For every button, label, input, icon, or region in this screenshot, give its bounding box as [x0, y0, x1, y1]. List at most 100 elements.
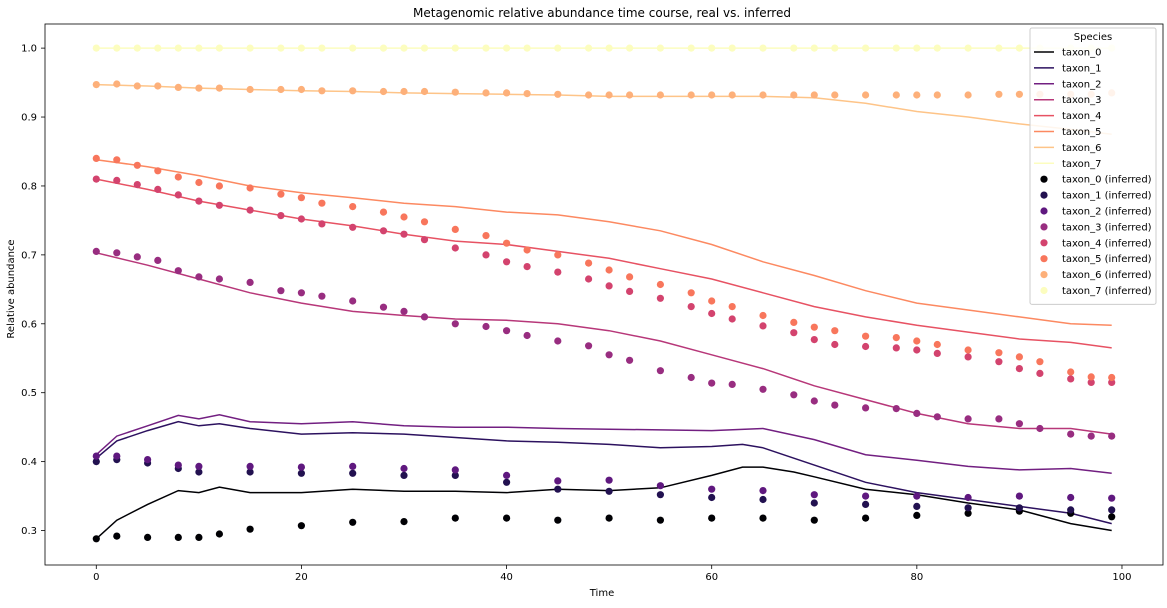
data-point: [964, 353, 972, 361]
x-tick-label: 80: [910, 572, 923, 583]
legend-label: taxon_5: [1062, 127, 1101, 138]
legend-item-taxon-5: taxon_5: [1034, 127, 1101, 138]
data-point: [862, 514, 870, 522]
data-point: [400, 230, 408, 238]
legend-title: Species: [1074, 32, 1113, 43]
data-point: [728, 303, 736, 311]
data-point: [349, 87, 357, 95]
data-point: [246, 525, 254, 533]
data-point: [728, 315, 736, 323]
data-point: [92, 458, 100, 466]
y-tick-label: 0.7: [21, 250, 37, 261]
plot-frame: [44, 23, 1164, 566]
data-point: [215, 84, 223, 92]
data-point: [933, 340, 941, 349]
data-point: [964, 504, 972, 512]
data-point: [964, 346, 972, 354]
data-point: [759, 91, 767, 99]
data-point: [626, 356, 634, 364]
data-point: [708, 309, 716, 318]
data-point: [174, 533, 182, 542]
data-point: [1087, 432, 1095, 440]
data-point: [1067, 493, 1075, 502]
data-point: [605, 282, 613, 290]
data-point: [554, 485, 562, 493]
data-point: [420, 313, 429, 321]
data-point: [154, 256, 162, 264]
series-points-taxon-3-inferred: [92, 247, 1116, 440]
data-point: [656, 294, 665, 302]
data-point: [810, 44, 818, 52]
data-point: [1015, 504, 1024, 512]
data-point: [1015, 365, 1024, 373]
data-point: [482, 251, 490, 259]
data-point: [503, 44, 511, 52]
data-point: [379, 87, 388, 96]
x-tick-label: 0: [93, 572, 99, 583]
data-point: [1067, 430, 1075, 438]
data-point: [759, 385, 767, 393]
data-point: [195, 273, 203, 281]
data-point: [482, 44, 490, 52]
data-point: [913, 337, 921, 345]
data-point: [133, 181, 141, 189]
data-point: [451, 320, 459, 328]
data-point: [400, 518, 408, 526]
data-point: [318, 87, 326, 95]
data-point: [554, 337, 562, 345]
data-point: [605, 351, 613, 359]
data-point: [113, 80, 121, 88]
data-point: [174, 173, 182, 181]
data-point: [862, 332, 870, 340]
data-point: [759, 487, 767, 495]
data-point: [277, 44, 285, 52]
data-point: [759, 311, 767, 320]
legend-label: taxon_5 (inferred): [1062, 254, 1152, 265]
legend-item-taxon-2: taxon_2: [1034, 79, 1101, 90]
data-point: [503, 471, 511, 479]
data-point: [144, 456, 152, 464]
data-point: [349, 462, 357, 470]
legend-label: taxon_0: [1062, 48, 1101, 59]
data-point: [297, 522, 305, 530]
data-point: [810, 499, 818, 507]
data-point: [144, 533, 152, 542]
data-point: [113, 176, 121, 184]
data-point: [656, 280, 665, 289]
data-point: [420, 218, 429, 226]
data-point: [656, 91, 665, 99]
legend-box: [1029, 27, 1157, 305]
data-point: [154, 185, 162, 193]
data-point: [995, 90, 1003, 98]
data-point: [400, 213, 408, 221]
data-point: [420, 44, 429, 52]
data-point: [708, 485, 716, 493]
data-point: [862, 91, 870, 99]
data-point: [831, 91, 839, 99]
data-point: [277, 212, 285, 220]
legend-item-taxon-3: taxon_3: [1034, 95, 1101, 106]
legend-marker-swatch: [1040, 223, 1048, 231]
legend-label: taxon_6: [1062, 143, 1101, 154]
y-tick-label: 0.6: [21, 319, 37, 330]
data-point: [195, 462, 203, 470]
data-point: [503, 327, 511, 335]
data-point: [554, 516, 562, 524]
data-point: [913, 44, 921, 52]
data-point: [1067, 506, 1075, 514]
data-point: [626, 91, 634, 99]
data-point: [913, 346, 921, 354]
data-point: [913, 409, 921, 417]
data-point: [933, 91, 941, 99]
legend-marker-swatch: [1040, 271, 1048, 279]
data-point: [1036, 369, 1044, 377]
legend-item-taxon-7-inferred: taxon_7 (inferred): [1040, 286, 1152, 297]
data-point: [400, 307, 408, 315]
data-point: [1067, 368, 1075, 376]
data-point: [1108, 494, 1116, 502]
series-layer: [92, 44, 1116, 543]
data-point: [810, 397, 818, 405]
data-point: [554, 268, 562, 276]
